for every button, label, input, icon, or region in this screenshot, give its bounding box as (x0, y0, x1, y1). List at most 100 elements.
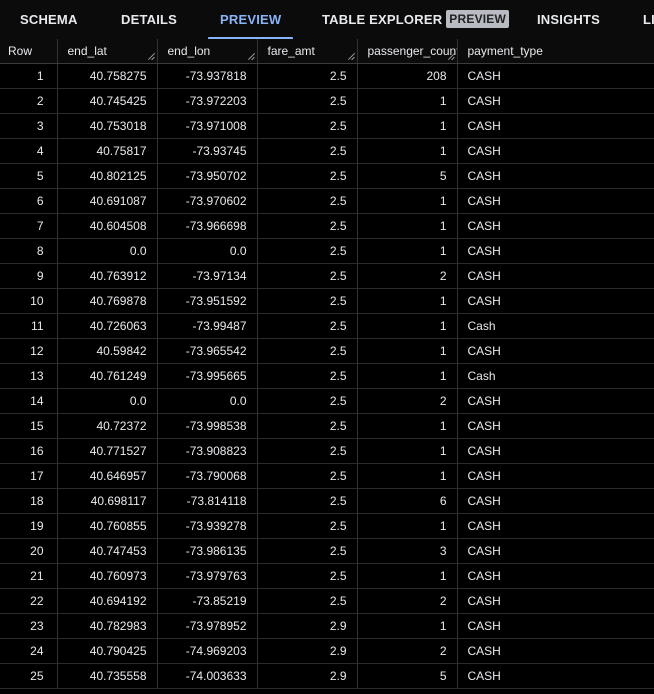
passenger-count-cell[interactable]: 5 (357, 163, 458, 189)
end-lon-cell[interactable]: -73.965542 (157, 338, 258, 364)
column-header-end-lat[interactable]: end_lat (57, 39, 158, 64)
table-row[interactable]: 22 40.694192 -73.85219 2.5 2 CASH (0, 588, 654, 614)
row-number-cell[interactable]: 10 (0, 288, 58, 314)
passenger-count-cell[interactable]: 1 (357, 238, 458, 264)
table-row[interactable]: 18 40.698117 -73.814118 2.5 6 CASH (0, 488, 654, 514)
end-lon-cell[interactable]: -73.951592 (157, 288, 258, 314)
passenger-count-cell[interactable]: 1 (357, 463, 458, 489)
end-lat-cell[interactable]: 40.694192 (57, 588, 158, 614)
table-row[interactable]: 2 40.745425 -73.972203 2.5 1 CASH (0, 88, 654, 114)
payment-type-cell[interactable]: CASH (457, 288, 654, 314)
table-row[interactable]: 12 40.59842 -73.965542 2.5 1 CASH (0, 338, 654, 364)
payment-type-cell[interactable]: CASH (457, 188, 654, 214)
row-number-cell[interactable]: 13 (0, 363, 58, 389)
fare-amt-cell[interactable]: 2.5 (257, 263, 358, 289)
tab-details[interactable]: DETAILS (121, 0, 177, 39)
passenger-count-cell[interactable]: 1 (357, 438, 458, 464)
table-row[interactable]: 4 40.75817 -73.93745 2.5 1 CASH (0, 138, 654, 164)
fare-amt-cell[interactable]: 2.5 (257, 538, 358, 564)
row-number-cell[interactable]: 4 (0, 138, 58, 164)
row-number-cell[interactable]: 15 (0, 413, 58, 439)
fare-amt-cell[interactable]: 2.9 (257, 613, 358, 639)
end-lat-cell[interactable]: 0.0 (57, 388, 158, 414)
passenger-count-cell[interactable]: 2 (357, 588, 458, 614)
end-lat-cell[interactable]: 40.802125 (57, 163, 158, 189)
column-resize-icon[interactable] (248, 53, 255, 60)
passenger-count-cell[interactable]: 1 (357, 513, 458, 539)
row-number-cell[interactable]: 22 (0, 588, 58, 614)
payment-type-cell[interactable]: Cash (457, 313, 654, 339)
fare-amt-cell[interactable]: 2.5 (257, 513, 358, 539)
column-header-row[interactable]: Row (0, 39, 58, 64)
table-row[interactable]: 23 40.782983 -73.978952 2.9 1 CASH (0, 613, 654, 639)
passenger-count-cell[interactable]: 1 (357, 288, 458, 314)
row-number-cell[interactable]: 17 (0, 463, 58, 489)
payment-type-cell[interactable]: CASH (457, 238, 654, 264)
passenger-count-cell[interactable]: 3 (357, 538, 458, 564)
end-lat-cell[interactable]: 40.771527 (57, 438, 158, 464)
end-lon-cell[interactable]: -73.995665 (157, 363, 258, 389)
fare-amt-cell[interactable]: 2.9 (257, 638, 358, 664)
table-row[interactable]: 10 40.769878 -73.951592 2.5 1 CASH (0, 288, 654, 314)
fare-amt-cell[interactable]: 2.9 (257, 663, 358, 689)
end-lon-cell[interactable]: -73.790068 (157, 463, 258, 489)
payment-type-cell[interactable]: CASH (457, 138, 654, 164)
passenger-count-cell[interactable]: 6 (357, 488, 458, 514)
fare-amt-cell[interactable]: 2.5 (257, 338, 358, 364)
tab-insights[interactable]: INSIGHTS (537, 0, 600, 39)
end-lat-cell[interactable]: 40.790425 (57, 638, 158, 664)
passenger-count-cell[interactable]: 1 (357, 138, 458, 164)
payment-type-cell[interactable]: CASH (457, 488, 654, 514)
passenger-count-cell[interactable]: 1 (357, 113, 458, 139)
end-lon-cell[interactable]: -73.979763 (157, 563, 258, 589)
row-number-cell[interactable]: 16 (0, 438, 58, 464)
passenger-count-cell[interactable]: 2 (357, 388, 458, 414)
fare-amt-cell[interactable]: 2.5 (257, 463, 358, 489)
end-lon-cell[interactable]: -73.814118 (157, 488, 258, 514)
fare-amt-cell[interactable]: 2.5 (257, 588, 358, 614)
column-header-end-lon[interactable]: end_lon (157, 39, 258, 64)
fare-amt-cell[interactable]: 2.5 (257, 88, 358, 114)
column-header-passenger-count[interactable]: passenger_count (357, 39, 458, 64)
end-lat-cell[interactable]: 40.59842 (57, 338, 158, 364)
table-row[interactable]: 15 40.72372 -73.998538 2.5 1 CASH (0, 413, 654, 439)
row-number-cell[interactable]: 3 (0, 113, 58, 139)
payment-type-cell[interactable]: CASH (457, 88, 654, 114)
tab-table-explorer[interactable]: TABLE EXPLORER PREVIEW (322, 0, 510, 39)
payment-type-cell[interactable]: CASH (457, 463, 654, 489)
table-row[interactable]: 11 40.726063 -73.99487 2.5 1 Cash (0, 313, 654, 339)
payment-type-cell[interactable]: CASH (457, 413, 654, 439)
tab-schema[interactable]: SCHEMA (20, 0, 78, 39)
row-number-cell[interactable]: 24 (0, 638, 58, 664)
end-lon-cell[interactable]: -73.97134 (157, 263, 258, 289)
end-lon-cell[interactable]: -74.969203 (157, 638, 258, 664)
payment-type-cell[interactable]: CASH (457, 538, 654, 564)
table-row[interactable]: 7 40.604508 -73.966698 2.5 1 CASH (0, 213, 654, 239)
row-number-cell[interactable]: 2 (0, 88, 58, 114)
row-number-cell[interactable]: 6 (0, 188, 58, 214)
row-number-cell[interactable]: 11 (0, 313, 58, 339)
payment-type-cell[interactable]: CASH (457, 513, 654, 539)
passenger-count-cell[interactable]: 1 (357, 88, 458, 114)
table-row[interactable]: 1 40.758275 -73.937818 2.5 208 CASH (0, 63, 654, 89)
end-lat-cell[interactable]: 40.758275 (57, 63, 158, 89)
end-lat-cell[interactable]: 40.747453 (57, 538, 158, 564)
fare-amt-cell[interactable]: 2.5 (257, 288, 358, 314)
fare-amt-cell[interactable]: 2.5 (257, 488, 358, 514)
end-lat-cell[interactable]: 40.763912 (57, 263, 158, 289)
passenger-count-cell[interactable]: 1 (357, 563, 458, 589)
payment-type-cell[interactable]: CASH (457, 338, 654, 364)
table-row[interactable]: 16 40.771527 -73.908823 2.5 1 CASH (0, 438, 654, 464)
row-number-cell[interactable]: 18 (0, 488, 58, 514)
passenger-count-cell[interactable]: 1 (357, 413, 458, 439)
end-lon-cell[interactable]: -73.85219 (157, 588, 258, 614)
row-number-cell[interactable]: 7 (0, 213, 58, 239)
payment-type-cell[interactable]: CASH (457, 563, 654, 589)
end-lon-cell[interactable]: -73.966698 (157, 213, 258, 239)
column-resize-icon[interactable] (148, 53, 155, 60)
passenger-count-cell[interactable]: 208 (357, 63, 458, 89)
payment-type-cell[interactable]: CASH (457, 163, 654, 189)
end-lon-cell[interactable]: -73.971008 (157, 113, 258, 139)
table-row[interactable]: 21 40.760973 -73.979763 2.5 1 CASH (0, 563, 654, 589)
end-lon-cell[interactable]: 0.0 (157, 388, 258, 414)
